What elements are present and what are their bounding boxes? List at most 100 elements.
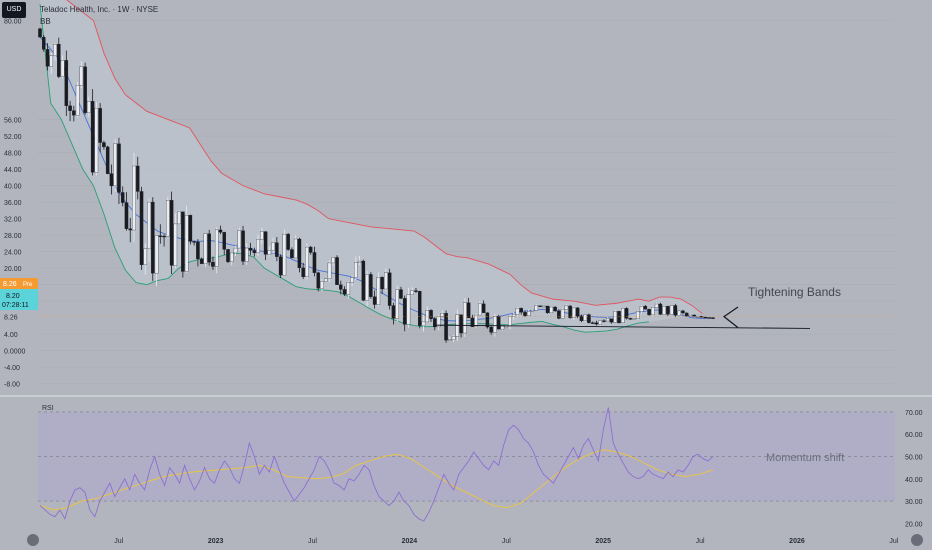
candle-body[interactable] [417, 291, 422, 326]
candle-body[interactable] [425, 310, 430, 323]
candle-body[interactable] [658, 303, 663, 315]
rsi-axis[interactable]: 70.00 60.00 50.00 40.00 30.00 20.00 [905, 410, 923, 528]
candle-body[interactable] [184, 215, 189, 272]
candle-body[interactable] [323, 278, 328, 282]
candle-body[interactable] [579, 316, 584, 321]
candle-body[interactable] [263, 231, 268, 255]
candle-body[interactable] [312, 252, 317, 273]
candle-body[interactable] [478, 303, 482, 316]
candle-body[interactable] [369, 274, 373, 297]
candle-body[interactable] [87, 101, 91, 113]
candle-body[interactable] [564, 305, 569, 310]
time-axis[interactable]: Jul 2023 Jul 2024 Jul 2025 Jul 2026 Jul [114, 538, 899, 545]
candle-body[interactable] [316, 272, 320, 289]
candle-body[interactable] [211, 262, 215, 267]
candle-body[interactable] [654, 303, 659, 308]
settings-icon[interactable] [911, 534, 923, 546]
candle-body[interactable] [496, 316, 501, 330]
candle-body[interactable] [594, 322, 599, 325]
candle-body[interactable] [470, 317, 475, 327]
candle-body[interactable] [688, 314, 693, 317]
candle-body[interactable] [568, 305, 572, 318]
candle-body[interactable] [94, 108, 99, 173]
candle-body[interactable] [542, 305, 546, 308]
candle-body[interactable] [151, 201, 155, 274]
candle-body[interactable] [429, 310, 433, 319]
candle-body[interactable] [617, 311, 621, 324]
candle-body[interactable] [384, 272, 388, 290]
candle-body[interactable] [237, 230, 242, 249]
candle-body[interactable] [301, 267, 305, 278]
candle-body[interactable] [523, 312, 527, 316]
candle-body[interactable] [139, 191, 144, 265]
candle-body[interactable] [207, 233, 211, 263]
candle-body[interactable] [199, 258, 204, 264]
candle-body[interactable] [534, 305, 539, 311]
candle-body[interactable] [132, 165, 136, 231]
candle-body[interactable] [575, 307, 580, 317]
candle-body[interactable] [387, 272, 392, 306]
price-axis[interactable]: 80.00 56.00 52.00 48.00 44.00 40.00 36.00 32.00… [4, 0, 932, 396]
candle-body[interactable] [474, 314, 478, 327]
candle-body[interactable] [98, 108, 102, 143]
candle-body[interactable] [545, 305, 550, 314]
candle-body[interactable] [677, 310, 681, 316]
candle-body[interactable] [636, 311, 640, 319]
candle-body[interactable] [346, 282, 351, 295]
candle-body[interactable] [335, 257, 339, 285]
candle-body[interactable] [440, 313, 445, 317]
candle-body[interactable] [466, 302, 471, 319]
candle-body[interactable] [527, 311, 531, 316]
candle-body[interactable] [395, 289, 399, 319]
candle-body[interactable] [553, 306, 557, 311]
candle-body[interactable] [621, 308, 625, 324]
candle-body[interactable] [433, 318, 437, 328]
candle-body[interactable] [684, 312, 689, 316]
candle-body[interactable] [181, 211, 185, 272]
candle-body[interactable] [72, 110, 76, 116]
candle-body[interactable] [53, 44, 57, 56]
candle-body[interactable] [647, 309, 651, 316]
candle-body[interactable] [448, 339, 452, 341]
candle-body[interactable] [624, 308, 629, 319]
candle-body[interactable] [587, 314, 591, 323]
candle-body[interactable] [68, 105, 72, 111]
candle-body[interactable] [643, 306, 648, 310]
candle-body[interactable] [245, 247, 249, 262]
candle-body[interactable] [90, 101, 95, 173]
candle-body[interactable] [376, 277, 381, 305]
candle-body[interactable] [632, 318, 636, 320]
candle-body[interactable] [410, 290, 414, 295]
candle-body[interactable] [703, 316, 708, 319]
candle-body[interactable] [109, 173, 114, 187]
candle-body[interactable] [350, 277, 354, 283]
candle-body[interactable] [42, 37, 46, 50]
candle-body[interactable] [192, 241, 196, 243]
candle-body[interactable] [530, 310, 535, 312]
candle-body[interactable] [500, 326, 505, 330]
candle-body[interactable] [391, 305, 396, 319]
candle-body[interactable] [173, 223, 178, 266]
candle-body[interactable] [673, 305, 678, 316]
candle-body[interactable] [493, 316, 497, 333]
candle-body[interactable] [166, 200, 170, 237]
candle-body[interactable] [590, 322, 595, 324]
candle-body[interactable] [357, 260, 362, 263]
symbol-title[interactable]: Teladoc Health, Inc. · 1W · NYSE [40, 5, 159, 14]
candle-body[interactable] [64, 60, 69, 106]
candle-body[interactable] [639, 306, 644, 312]
candle-body[interactable] [463, 302, 467, 334]
candle-body[interactable] [60, 60, 65, 77]
candle-body[interactable] [271, 242, 275, 251]
price-axis-area[interactable] [895, 0, 932, 396]
candle-body[interactable] [229, 252, 234, 262]
candle-body[interactable] [489, 326, 493, 333]
candle-body[interactable] [305, 246, 309, 278]
candle-body[interactable] [602, 320, 606, 322]
candle-body[interactable] [79, 66, 84, 86]
candle-body[interactable] [399, 289, 403, 299]
candle-body[interactable] [605, 318, 610, 322]
candle-body[interactable] [662, 306, 666, 315]
candle-body[interactable] [444, 313, 448, 341]
